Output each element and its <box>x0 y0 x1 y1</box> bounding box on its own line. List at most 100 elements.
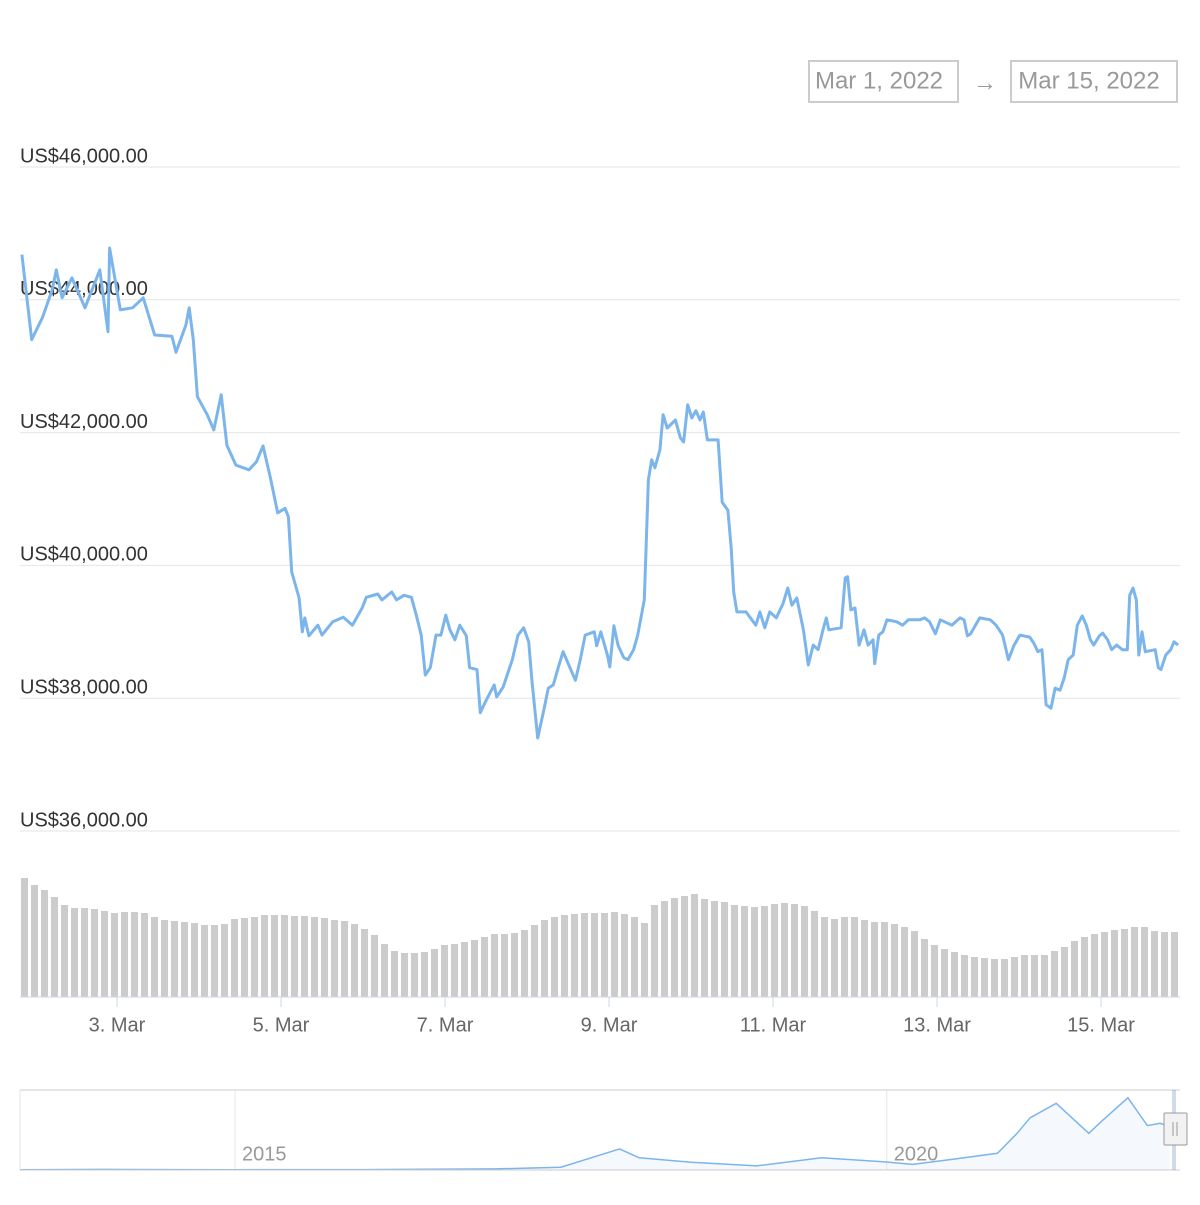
volume-bar <box>771 904 778 997</box>
volume-bar <box>181 922 188 997</box>
volume-bar <box>1101 932 1108 997</box>
volume-bar <box>901 927 908 997</box>
volume-bar <box>31 885 38 997</box>
volume-bar <box>1061 947 1068 997</box>
volume-bar <box>981 958 988 997</box>
from-date-input[interactable] <box>808 60 959 103</box>
volume-bar <box>361 929 368 997</box>
volume-bar <box>731 905 738 997</box>
volume-bar <box>941 949 948 997</box>
navigator-line <box>19 1096 1170 1171</box>
volume-bar <box>151 917 158 997</box>
from-date[interactable]: Mar 1, 2022 <box>815 67 943 94</box>
volume-bar <box>681 896 688 997</box>
volume-bar <box>971 957 978 997</box>
volume-bar <box>641 923 648 997</box>
volume-bar <box>611 912 618 997</box>
volume-bar <box>1171 932 1178 997</box>
volume-bar <box>711 901 718 997</box>
volume-bar <box>1141 927 1148 997</box>
volume-bar <box>721 902 728 997</box>
volume-bar <box>591 913 598 997</box>
volume-bar <box>301 916 308 997</box>
volume-bar <box>281 915 288 997</box>
volume-bar <box>481 937 488 997</box>
volume-bar <box>161 920 168 997</box>
volume-bar <box>961 955 968 997</box>
volume-bar <box>431 949 438 997</box>
volume-bar <box>781 903 788 997</box>
volume-bar <box>61 905 68 997</box>
volume-bar <box>801 906 808 997</box>
volume-bar <box>1111 930 1118 997</box>
volume-bar <box>631 917 638 997</box>
volume-bar <box>931 945 938 997</box>
volume-bar <box>761 906 768 997</box>
to-date-input[interactable] <box>1010 60 1178 103</box>
volume-bar <box>951 952 958 997</box>
volume-bar <box>621 914 628 997</box>
volume-bar <box>121 912 128 997</box>
volume-bar <box>41 890 48 997</box>
volume-bar <box>1031 955 1038 997</box>
y-tick-label: US$42,000.00 <box>20 411 148 433</box>
volume-bar <box>521 930 528 997</box>
volume-bar <box>571 914 578 997</box>
navigator-handle[interactable] <box>1163 1112 1188 1146</box>
x-tick-label: 7. Mar <box>417 1014 474 1036</box>
volume-bar <box>1131 927 1138 997</box>
volume-bar <box>1051 951 1058 997</box>
volume-bar <box>1041 955 1048 997</box>
y-tick-label: US$40,000.00 <box>20 544 148 566</box>
volume-bar <box>171 921 178 997</box>
volume-bar <box>671 898 678 997</box>
volume-bar <box>871 922 878 997</box>
volume-bar <box>331 920 338 997</box>
price-line <box>20 246 1180 740</box>
volume-bar <box>891 924 898 997</box>
volume-bar <box>841 917 848 997</box>
volume-bar <box>111 913 118 997</box>
volume-bar <box>71 908 78 997</box>
volume-bar <box>381 944 388 997</box>
navigator-tick-label: 2020 <box>894 1143 939 1165</box>
volume-bar <box>241 918 248 997</box>
volume-bar <box>1091 934 1098 997</box>
x-tick-label: 15. Mar <box>1067 1014 1135 1036</box>
volume-bar <box>1011 957 1018 997</box>
volume-bar <box>831 919 838 997</box>
volume-bar <box>131 912 138 997</box>
volume-bar <box>701 899 708 997</box>
volume-bar <box>191 923 198 997</box>
volume-bar <box>141 913 148 997</box>
y-tick-label: US$36,000.00 <box>20 809 148 831</box>
volume-bar <box>851 917 858 997</box>
volume-bar <box>101 911 108 997</box>
volume-bar <box>651 905 658 997</box>
to-date[interactable]: Mar 15, 2022 <box>1018 67 1159 94</box>
volume-bar <box>251 917 258 997</box>
volume-bar <box>491 934 498 997</box>
x-tick-label: 13. Mar <box>903 1014 971 1036</box>
volume-bar <box>441 945 448 997</box>
y-tick-label: US$38,000.00 <box>20 676 148 698</box>
volume-bar <box>451 944 458 997</box>
volume-bar <box>351 924 358 997</box>
volume-bar <box>551 917 558 997</box>
volume-bar <box>661 901 668 997</box>
volume-bar <box>501 934 508 997</box>
volume-bar <box>581 913 588 997</box>
volume-bar <box>81 908 88 997</box>
volume-bar <box>51 897 58 997</box>
volume-bar <box>911 931 918 997</box>
volume-bar <box>821 917 828 997</box>
volume-bar <box>91 909 98 997</box>
volume-bar <box>311 917 318 997</box>
volume-bar <box>881 922 888 997</box>
volume-bar <box>271 915 278 997</box>
volume-bar <box>201 925 208 997</box>
y-tick-label: US$44,000.00 <box>20 278 148 300</box>
volume-bar <box>561 915 568 997</box>
volume-bar <box>471 940 478 997</box>
volume-bar <box>511 933 518 997</box>
